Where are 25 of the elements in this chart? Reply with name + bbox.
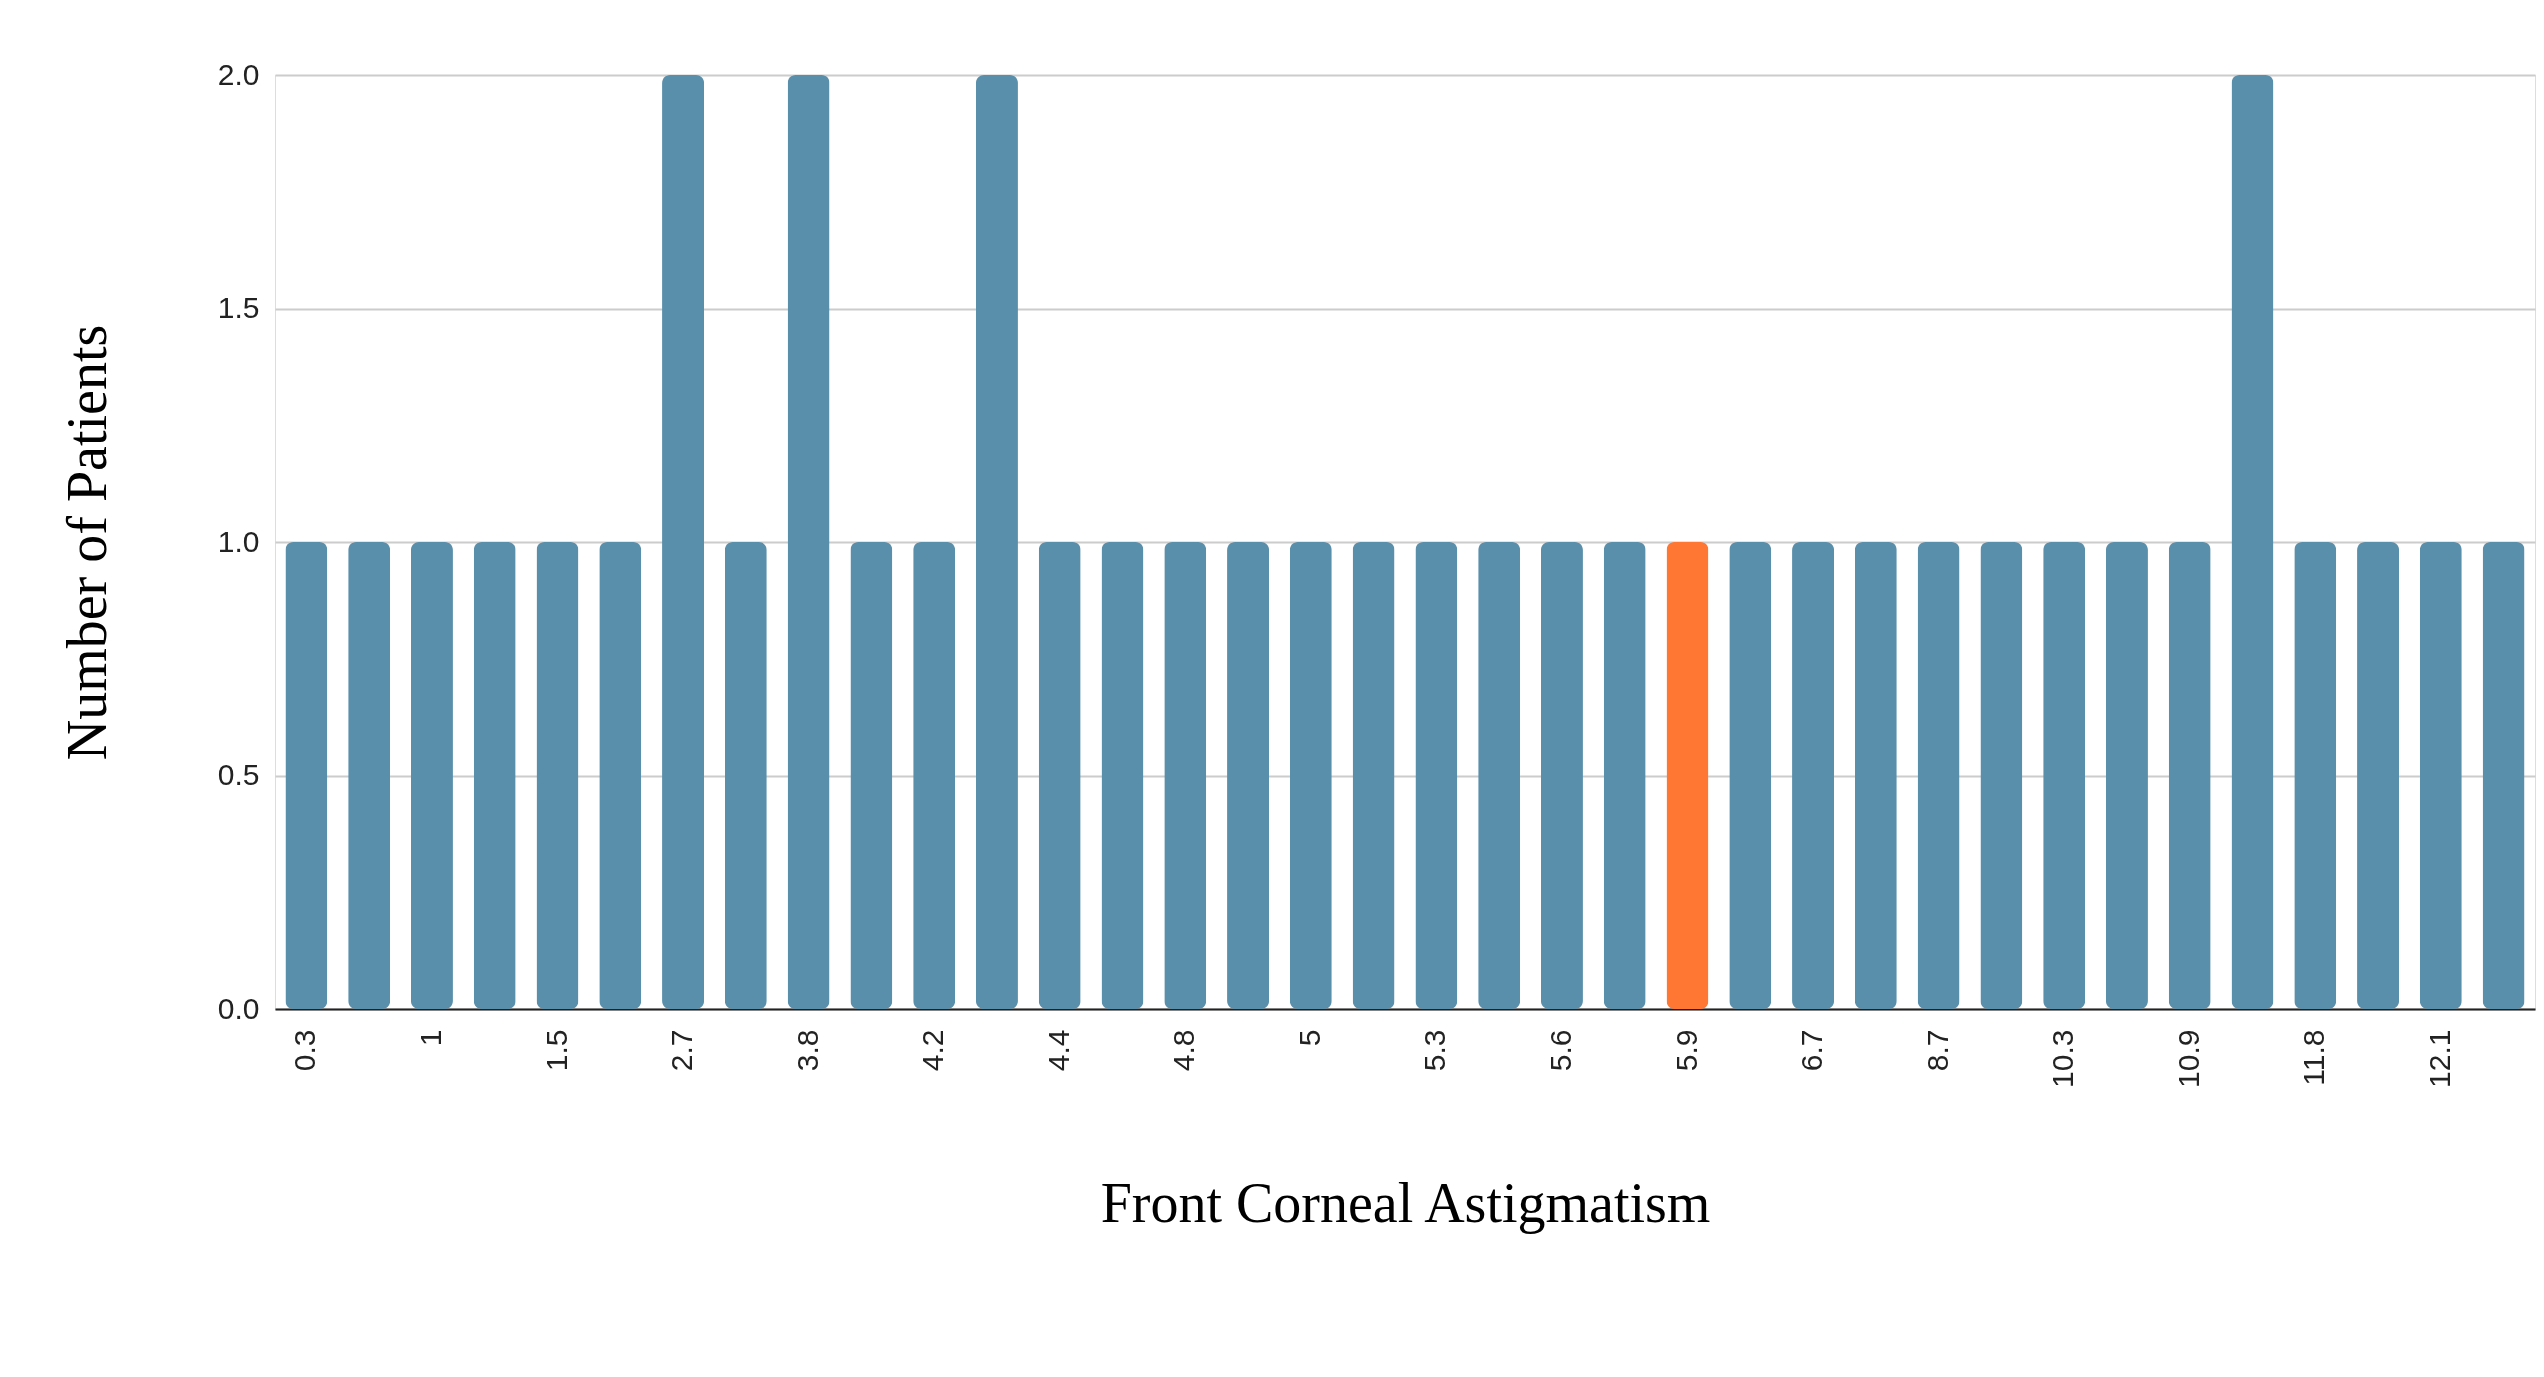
x-tick-label: 1: [413, 1029, 447, 1047]
y-tick-label: 0.5: [217, 758, 260, 791]
x-tick-label: 10.3: [2046, 1029, 2080, 1088]
x-tick-label: 4.8: [1167, 1029, 1201, 1072]
x-axis-title: Front Corneal Astigmatism: [1100, 1171, 1711, 1234]
y-tick-label: 1.0: [217, 524, 260, 558]
y-tick-label: 2.0: [217, 57, 260, 91]
x-tick-label: 2.7: [665, 1029, 699, 1072]
y-axis-title: Number of Patients: [55, 324, 118, 761]
x-tick-label: 3.8: [790, 1029, 824, 1072]
x-tick-label: 12.1: [2422, 1029, 2456, 1088]
x-tick-label: 5.6: [1543, 1029, 1577, 1072]
x-tick-label: 5.9: [1669, 1029, 1703, 1072]
x-tick-label: 4.2: [916, 1029, 950, 1072]
x-tick-label: 10.9: [2171, 1029, 2205, 1088]
x-tick-label: 11.8: [2297, 1029, 2331, 1086]
x-tick-label: 0.3: [288, 1029, 322, 1072]
x-tick-label: 1.5: [539, 1029, 573, 1072]
x-tick-label: 5: [1292, 1029, 1326, 1047]
y-tick-label: 0.0: [217, 991, 260, 1025]
y-tick-label: 1.5: [217, 291, 260, 324]
x-tick-label: 4.4: [1041, 1029, 1075, 1072]
x-tick-label: 5.3: [1418, 1029, 1452, 1072]
x-tick-label: 6.7: [1795, 1029, 1829, 1072]
x-tick-label: 8.7: [1920, 1029, 1954, 1072]
